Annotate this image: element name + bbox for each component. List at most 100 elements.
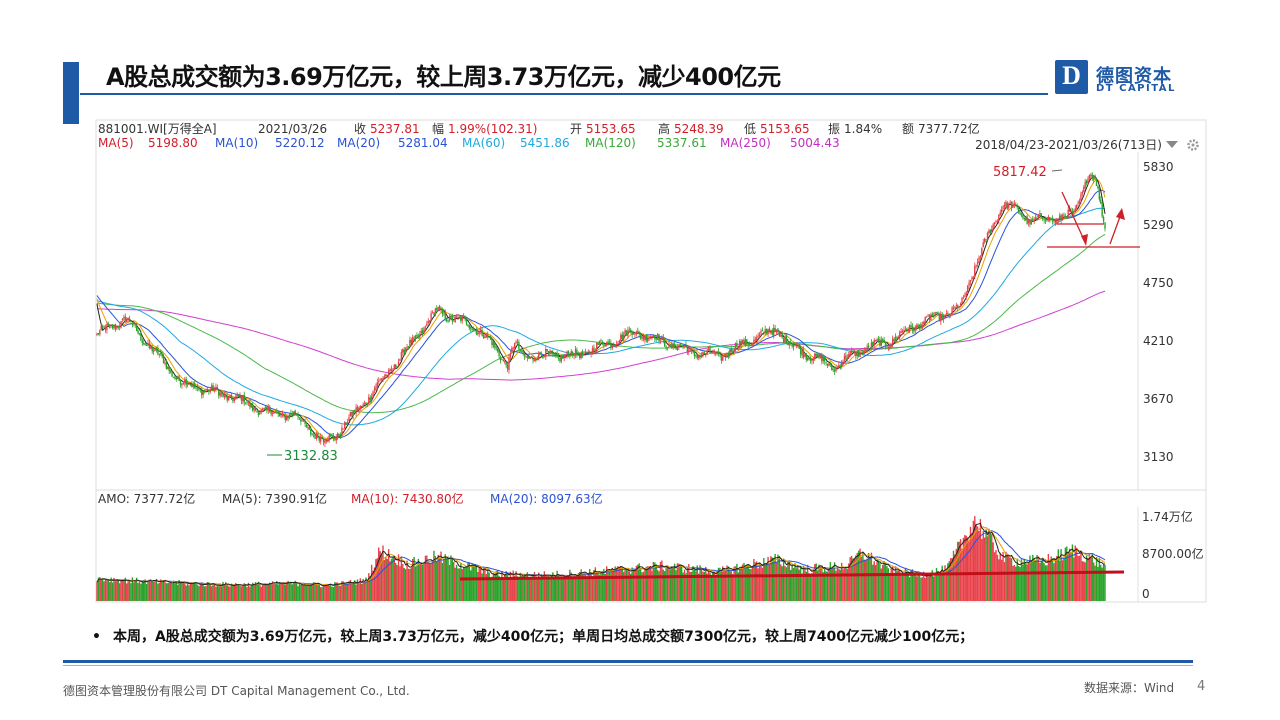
- candle: [828, 362, 830, 367]
- candle-body: [193, 382, 196, 388]
- volume-bar: [906, 569, 908, 601]
- max-price-label: 5817.42: [993, 165, 1047, 180]
- min-price-label: 3132.83: [284, 449, 338, 464]
- candle-body: [598, 340, 601, 345]
- candle: [883, 336, 885, 344]
- candle: [1053, 219, 1055, 225]
- volume-bar: [188, 585, 190, 601]
- settings-gear-icon[interactable]: [1187, 139, 1199, 151]
- candle: [785, 333, 788, 345]
- volume-bar: [765, 563, 768, 601]
- volume-bar: [1075, 547, 1078, 601]
- volume-bar: [736, 563, 738, 601]
- volume-bar: [552, 572, 554, 601]
- volume-bar: [872, 564, 874, 601]
- candle-body: [798, 344, 800, 349]
- volume-bar: [1104, 564, 1106, 601]
- volume-bar: [144, 579, 146, 601]
- volume-bar: [242, 585, 244, 601]
- candle-body: [253, 407, 255, 410]
- volume-bar: [560, 576, 563, 601]
- volume-bar: [887, 568, 890, 601]
- candle: [259, 409, 261, 416]
- candle-body: [521, 350, 523, 352]
- candle-body: [240, 396, 243, 401]
- volume-bar: [816, 570, 819, 601]
- candle-body: [361, 406, 363, 407]
- volume-bar: [120, 579, 122, 601]
- candle: [1034, 213, 1037, 220]
- candle-body: [887, 347, 890, 348]
- candle: [894, 333, 897, 344]
- candle: [1013, 200, 1016, 209]
- candle-body: [964, 295, 966, 297]
- candle-body: [322, 438, 325, 443]
- candle-body: [658, 334, 660, 342]
- candle-body: [150, 346, 152, 349]
- volume-bar: [760, 565, 762, 601]
- volume-bar: [151, 580, 153, 601]
- candle: [232, 396, 234, 404]
- candle-body: [385, 374, 387, 377]
- volume-bar: [897, 570, 900, 601]
- candle: [530, 356, 533, 359]
- summary-bullet: • 本周，A股总成交额为3.69万亿元，较上周3.73万亿元，减少400亿元；单周…: [92, 626, 973, 646]
- volume-bar: [336, 582, 339, 601]
- candle: [867, 342, 870, 349]
- candle: [192, 381, 194, 390]
- candle: [957, 304, 959, 312]
- candle-body: [664, 339, 666, 347]
- candle-body: [693, 350, 696, 356]
- volume-bar: [467, 562, 469, 601]
- volume-bar: [121, 579, 124, 601]
- candle: [596, 342, 598, 353]
- downtrend-arrowhead-icon: [1081, 234, 1088, 246]
- candle: [989, 228, 992, 235]
- volume-bar: [209, 585, 211, 601]
- candle-body: [584, 351, 587, 354]
- volume-bar: [479, 568, 482, 601]
- candle: [116, 325, 118, 331]
- candle-body: [757, 336, 759, 338]
- volume-bar: [860, 556, 863, 601]
- candle: [334, 437, 336, 442]
- candle: [688, 346, 690, 356]
- candle-body: [261, 408, 264, 410]
- candle-body: [856, 351, 858, 356]
- volume-bar: [141, 581, 144, 601]
- candlesticks: [96, 172, 1106, 447]
- candle-body: [727, 354, 730, 357]
- candle-body: [355, 407, 357, 414]
- candle-body: [1097, 186, 1099, 189]
- volume-bar: [866, 558, 868, 601]
- price-tick-5290: 5290: [1143, 218, 1174, 232]
- candle: [552, 349, 554, 357]
- candle-body: [839, 365, 841, 368]
- range-dropdown-icon[interactable]: [1166, 141, 1178, 148]
- candle-body: [461, 316, 463, 321]
- candle-body: [580, 351, 582, 359]
- candle-body: [372, 391, 374, 397]
- company-logo: D 德图资本 DT CAPITAL: [1055, 60, 1185, 96]
- volume-bar: [666, 565, 669, 601]
- volume-bar: [937, 571, 939, 601]
- candle-body: [369, 397, 371, 400]
- candle: [588, 350, 591, 354]
- volume-bar: [818, 564, 820, 601]
- candle-body: [733, 349, 735, 352]
- candle: [389, 367, 391, 373]
- candle-body: [986, 233, 989, 240]
- candle: [1075, 204, 1078, 211]
- candle: [562, 354, 564, 359]
- candle-body: [101, 326, 104, 328]
- candle: [1060, 213, 1062, 224]
- candle: [1020, 212, 1023, 218]
- volume-bar: [366, 581, 369, 601]
- candle-body: [242, 395, 244, 402]
- candle: [317, 432, 319, 439]
- candle: [335, 434, 337, 444]
- candle-body: [916, 325, 918, 328]
- volume-bar: [501, 571, 503, 601]
- volume-bar: [383, 560, 386, 601]
